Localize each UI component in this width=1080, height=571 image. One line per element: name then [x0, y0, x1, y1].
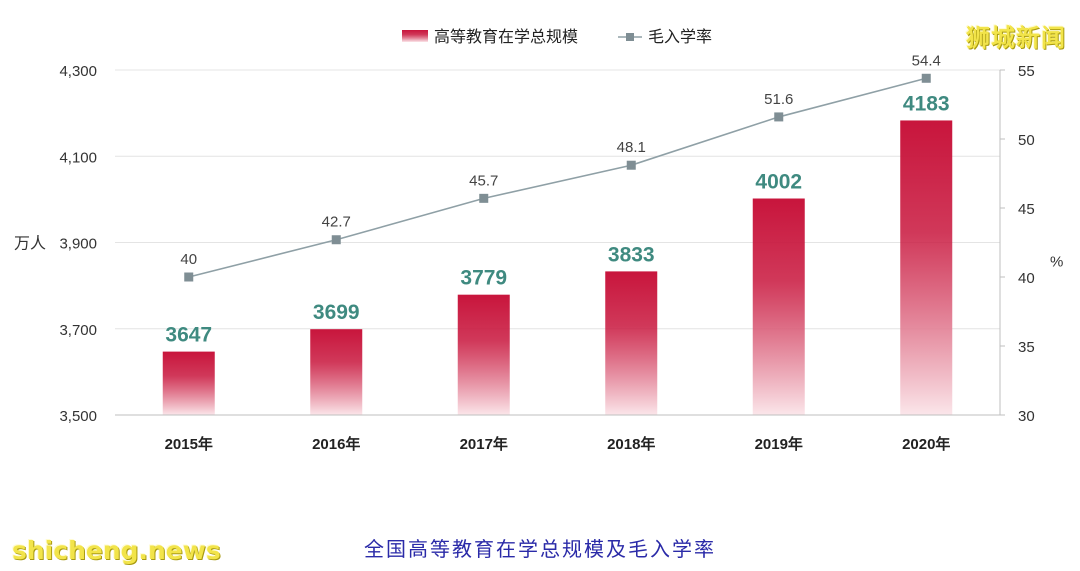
axes: 3,500 3,700 3,900 4,100 4,300 30 35 40 45 50 55 万人%… [14, 63, 1063, 453]
x-tick-label: 2020年 [902, 435, 950, 453]
legend-label-line: 毛入学率 [648, 28, 712, 46]
line-value-label: 48.1 [617, 139, 646, 156]
y-tick-label: 3,900 [59, 236, 97, 253]
y2-tick-label: 40 [1018, 270, 1035, 287]
y2-tick-label: 45 [1018, 201, 1035, 218]
bar [605, 271, 658, 415]
bar [752, 198, 805, 415]
line-value-label: 45.7 [469, 172, 498, 189]
y-tick-label: 3,700 [59, 322, 97, 339]
x-tick-label: 2018年 [607, 435, 655, 453]
chart-caption: 全国高等教育在学总规模及毛入学率 [364, 537, 716, 561]
y2-tick-label: 55 [1018, 63, 1035, 80]
y2-tick-label: 50 [1018, 132, 1035, 149]
bar-series: 3647 3699 3779 3833 4002 4183 [162, 92, 953, 416]
line-value-label: 40 [180, 251, 197, 268]
bar [162, 351, 215, 415]
x-tick-label: 2015年 [165, 435, 213, 453]
line-point [184, 272, 194, 282]
bar-value-label: 3779 [460, 267, 507, 290]
bar-value-label: 3647 [165, 324, 212, 347]
watermark-site: shicheng.news [12, 536, 221, 565]
line-point [774, 112, 784, 122]
line-point [626, 160, 636, 170]
legend: 高等教育在学总规模 毛入学率 [402, 28, 712, 46]
line-point [921, 73, 931, 83]
y-tick-label: 4,300 [59, 63, 97, 80]
x-tick-label: 2017年 [460, 435, 508, 453]
y-tick-label: 3,500 [59, 408, 97, 425]
line-value-label: 54.4 [912, 52, 941, 69]
y2-axis-label: % [1050, 253, 1063, 270]
line-series: 40 42.7 45.7 48.1 51.6 54.4 [180, 52, 941, 282]
y2-tick-label: 35 [1018, 339, 1035, 356]
line-value-label: 42.7 [322, 214, 351, 231]
gridlines [115, 69, 1000, 416]
bar-value-label: 4002 [755, 171, 802, 194]
x-tick-label: 2019年 [755, 435, 803, 453]
y-axis-label: 万人 [14, 235, 46, 253]
line-point [331, 235, 341, 245]
y2-tick-label: 30 [1018, 408, 1035, 425]
rate-line [188, 77, 927, 278]
legend-swatch-bar [402, 30, 428, 42]
bar-value-label: 4183 [903, 92, 950, 115]
bar [310, 329, 363, 415]
legend-label-bar: 高等教育在学总规模 [434, 28, 578, 46]
line-point [479, 193, 489, 203]
legend-marker-line [626, 33, 634, 41]
line-value-label: 51.6 [764, 91, 793, 108]
watermark-logo-top: 狮城新闻 [966, 24, 1066, 52]
bar [457, 294, 510, 415]
bar [900, 120, 953, 416]
y-tick-label: 4,100 [59, 149, 97, 166]
bar-value-label: 3699 [313, 301, 360, 324]
x-tick-label: 2016年 [312, 435, 360, 453]
bar-value-label: 3833 [608, 243, 655, 266]
